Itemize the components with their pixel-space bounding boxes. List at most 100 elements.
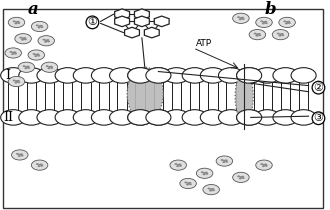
Circle shape — [128, 68, 153, 83]
Circle shape — [262, 22, 265, 24]
Circle shape — [1, 110, 26, 125]
Circle shape — [47, 41, 50, 42]
Circle shape — [186, 184, 189, 185]
Circle shape — [146, 110, 171, 125]
Circle shape — [15, 22, 17, 24]
Circle shape — [146, 110, 171, 125]
Circle shape — [146, 68, 171, 83]
Circle shape — [14, 53, 17, 55]
Circle shape — [15, 82, 17, 84]
Circle shape — [55, 110, 80, 125]
Circle shape — [24, 67, 27, 69]
Circle shape — [281, 34, 284, 36]
Circle shape — [13, 20, 16, 22]
Circle shape — [11, 53, 14, 55]
Circle shape — [146, 68, 171, 83]
Circle shape — [207, 188, 211, 189]
Circle shape — [255, 68, 280, 83]
Circle shape — [24, 38, 27, 40]
Circle shape — [128, 110, 153, 125]
Circle shape — [37, 53, 40, 55]
Circle shape — [15, 34, 31, 44]
Circle shape — [180, 178, 196, 189]
Circle shape — [40, 25, 43, 27]
Circle shape — [239, 177, 242, 179]
Circle shape — [31, 21, 48, 32]
Polygon shape — [115, 9, 130, 20]
Text: ATP: ATP — [196, 39, 213, 48]
Circle shape — [37, 55, 40, 57]
Circle shape — [283, 20, 286, 22]
Circle shape — [48, 66, 51, 68]
Text: ②: ② — [314, 83, 323, 93]
Circle shape — [233, 172, 249, 182]
Circle shape — [258, 34, 261, 36]
Circle shape — [264, 21, 267, 23]
Circle shape — [233, 13, 249, 23]
Circle shape — [55, 68, 80, 83]
Circle shape — [201, 171, 204, 173]
Circle shape — [37, 110, 62, 125]
Circle shape — [37, 68, 62, 83]
Polygon shape — [115, 16, 130, 27]
Circle shape — [241, 176, 244, 178]
Circle shape — [225, 161, 228, 163]
Circle shape — [256, 17, 272, 28]
Circle shape — [184, 181, 187, 183]
Circle shape — [287, 21, 290, 23]
Circle shape — [13, 80, 16, 81]
Circle shape — [200, 110, 225, 125]
Circle shape — [21, 155, 24, 157]
Text: ③: ③ — [314, 113, 323, 123]
Circle shape — [209, 190, 212, 192]
Circle shape — [5, 48, 21, 58]
Circle shape — [164, 68, 189, 83]
Circle shape — [291, 110, 316, 125]
Circle shape — [196, 168, 213, 178]
Circle shape — [91, 110, 116, 125]
Circle shape — [18, 154, 21, 155]
Circle shape — [263, 164, 265, 166]
Circle shape — [23, 37, 26, 39]
Circle shape — [174, 163, 178, 165]
Circle shape — [22, 37, 24, 39]
Polygon shape — [134, 16, 149, 27]
Circle shape — [164, 110, 189, 125]
Circle shape — [182, 110, 207, 125]
Circle shape — [8, 76, 25, 87]
Text: I: I — [6, 69, 11, 82]
Circle shape — [237, 110, 262, 125]
Polygon shape — [124, 27, 140, 38]
Circle shape — [272, 30, 289, 40]
Circle shape — [19, 68, 44, 83]
Circle shape — [279, 35, 281, 37]
Circle shape — [22, 65, 26, 67]
Circle shape — [189, 183, 192, 185]
Circle shape — [45, 39, 48, 41]
Circle shape — [286, 21, 288, 23]
Circle shape — [18, 155, 21, 157]
Circle shape — [28, 50, 45, 60]
Circle shape — [222, 161, 225, 163]
Circle shape — [218, 68, 244, 83]
Circle shape — [16, 153, 19, 155]
Text: ①: ① — [87, 17, 97, 27]
Circle shape — [12, 52, 15, 54]
Circle shape — [273, 68, 298, 83]
Circle shape — [205, 172, 208, 173]
Circle shape — [128, 68, 153, 83]
Circle shape — [212, 188, 214, 190]
Circle shape — [220, 159, 224, 161]
Circle shape — [255, 35, 258, 37]
Circle shape — [128, 110, 153, 125]
Circle shape — [279, 33, 282, 35]
Text: II: II — [3, 111, 13, 124]
Circle shape — [19, 37, 22, 39]
Circle shape — [176, 165, 179, 167]
Circle shape — [242, 177, 245, 179]
Circle shape — [265, 22, 268, 24]
Circle shape — [265, 165, 268, 167]
Circle shape — [237, 110, 262, 125]
Circle shape — [38, 164, 41, 166]
Circle shape — [273, 110, 298, 125]
